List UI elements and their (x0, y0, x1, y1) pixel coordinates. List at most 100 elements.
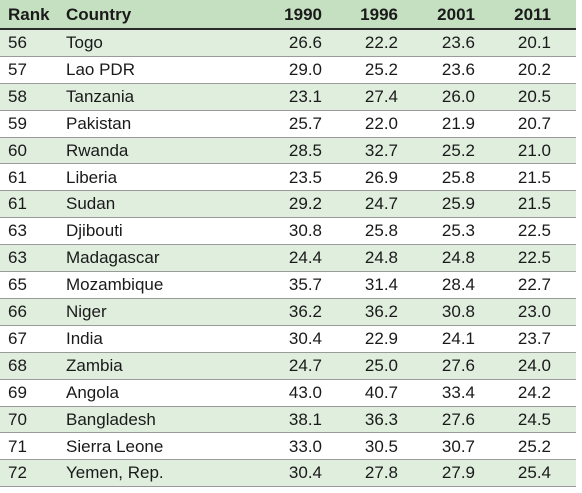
cell-1996: 36.3 (364, 409, 398, 429)
table-row: 71 Sierra Leone 33.0 30.5 30.7 25.2 (0, 433, 576, 461)
cell-rank: 61 (8, 167, 27, 187)
header-1996: 1996 (360, 5, 398, 24)
cell-2011: 22.5 (517, 221, 551, 241)
cell-2011: 21.0 (517, 140, 551, 160)
cell-rank: 56 (8, 33, 27, 52)
table-row: 61 Sudan 29.2 24.7 25.9 21.5 (0, 191, 576, 219)
cell-2011: 20.1 (517, 33, 551, 52)
cell-1996: 22.0 (364, 113, 398, 133)
cell-1990: 26.6 (288, 33, 322, 52)
cell-1990: 30.4 (288, 328, 322, 348)
cell-1990: 23.1 (288, 86, 322, 106)
table-row: 65 Mozambique 35.7 31.4 28.4 22.7 (0, 272, 576, 299)
cell-1990: 25.7 (288, 113, 322, 133)
cell-2001: 25.2 (441, 140, 475, 160)
table-row: 70 Bangladesh 38.1 36.3 27.6 24.5 (0, 406, 576, 434)
table-header-row: Rank Country 1990 1996 2001 2011 (0, 0, 576, 30)
cell-1990: 29.2 (288, 194, 322, 214)
cell-rank: 67 (8, 328, 27, 348)
cell-2001: 33.4 (441, 382, 475, 402)
cell-rank: 66 (8, 302, 27, 321)
header-rank: Rank (8, 5, 50, 24)
cell-2011: 22.5 (517, 248, 551, 268)
cell-1996: 27.8 (364, 463, 398, 483)
cell-2011: 21.5 (517, 194, 551, 214)
cell-country: Sierra Leone (66, 436, 164, 456)
cell-country: Niger (66, 302, 107, 321)
cell-2001: 24.1 (441, 328, 475, 348)
cell-rank: 72 (8, 463, 27, 483)
cell-2001: 26.0 (441, 86, 475, 106)
cell-country: Lao PDR (66, 59, 135, 79)
cell-rank: 65 (8, 275, 27, 295)
cell-1990: 29.0 (288, 59, 322, 79)
table-row: 61 Liberia 23.5 26.9 25.8 21.5 (0, 164, 576, 192)
cell-2011: 20.7 (517, 113, 551, 133)
cell-1996: 24.7 (364, 194, 398, 214)
cell-2011: 20.2 (517, 59, 551, 79)
cell-2011: 24.0 (517, 355, 551, 375)
cell-2001: 25.8 (441, 167, 475, 187)
cell-rank: 69 (8, 382, 27, 402)
cell-2011: 24.5 (517, 409, 551, 429)
cell-2011: 21.5 (517, 167, 551, 187)
cell-country: India (66, 328, 103, 348)
cell-2001: 23.6 (441, 33, 475, 52)
cell-country: Bangladesh (66, 409, 156, 429)
cell-country: Tanzania (66, 86, 135, 106)
cell-2001: 27.6 (441, 355, 475, 375)
header-1990: 1990 (284, 5, 322, 24)
cell-1990: 24.7 (288, 355, 322, 375)
header-country: Country (66, 5, 132, 24)
cell-rank: 63 (8, 248, 27, 268)
table-row: 63 Djibouti 30.8 25.8 25.3 22.5 (0, 218, 576, 246)
cell-country: Zambia (66, 355, 123, 375)
cell-country: Mozambique (66, 275, 164, 295)
table-row: 69 Angola 43.0 40.7 33.4 24.2 (0, 379, 576, 407)
cell-1990: 36.2 (288, 302, 322, 321)
cell-country: Pakistan (66, 113, 132, 133)
cell-2001: 24.8 (441, 248, 475, 268)
cell-rank: 59 (8, 113, 27, 133)
cell-1990: 43.0 (288, 382, 322, 402)
cell-country: Angola (66, 382, 119, 402)
cell-1996: 24.8 (364, 248, 398, 268)
cell-1996: 30.5 (364, 436, 398, 456)
cell-2011: 22.7 (517, 275, 551, 295)
cell-1990: 35.7 (288, 275, 322, 295)
cell-rank: 60 (8, 140, 27, 160)
cell-rank: 57 (8, 59, 27, 79)
cell-1990: 23.5 (288, 167, 322, 187)
cell-country: Rwanda (66, 140, 129, 160)
table-row: 57 Lao PDR 29.0 25.2 23.6 20.2 (0, 56, 576, 84)
cell-2001: 27.9 (441, 463, 475, 483)
cell-1996: 25.2 (364, 59, 398, 79)
cell-rank: 63 (8, 221, 27, 241)
cell-country: Madagascar (66, 248, 160, 268)
table-row: 66 Niger 36.2 36.2 30.8 23.0 (0, 299, 576, 326)
cell-2001: 30.8 (441, 302, 475, 321)
cell-1990: 28.5 (288, 140, 322, 160)
cell-2001: 30.7 (441, 436, 475, 456)
cell-2011: 25.4 (517, 463, 551, 483)
cell-1996: 26.9 (364, 167, 398, 187)
cell-1996: 32.7 (364, 140, 398, 160)
header-2011: 2011 (514, 5, 551, 24)
cell-country: Yemen, Rep. (66, 463, 164, 483)
cell-1996: 25.0 (364, 355, 398, 375)
cell-2001: 27.6 (441, 409, 475, 429)
cell-1996: 25.8 (364, 221, 398, 241)
cell-2001: 25.9 (441, 194, 475, 214)
table-row: 60 Rwanda 28.5 32.7 25.2 21.0 (0, 137, 576, 165)
cell-1990: 38.1 (288, 409, 322, 429)
cell-1990: 33.0 (288, 436, 322, 456)
cell-2011: 23.7 (517, 328, 551, 348)
cell-1990: 24.4 (288, 248, 322, 268)
cell-rank: 61 (8, 194, 27, 214)
cell-2001: 21.9 (441, 113, 475, 133)
table-row: 63 Madagascar 24.4 24.8 24.8 22.5 (0, 245, 576, 273)
cell-1990: 30.8 (288, 221, 322, 241)
cell-1996: 31.4 (364, 275, 398, 295)
cell-2001: 23.6 (441, 59, 475, 79)
